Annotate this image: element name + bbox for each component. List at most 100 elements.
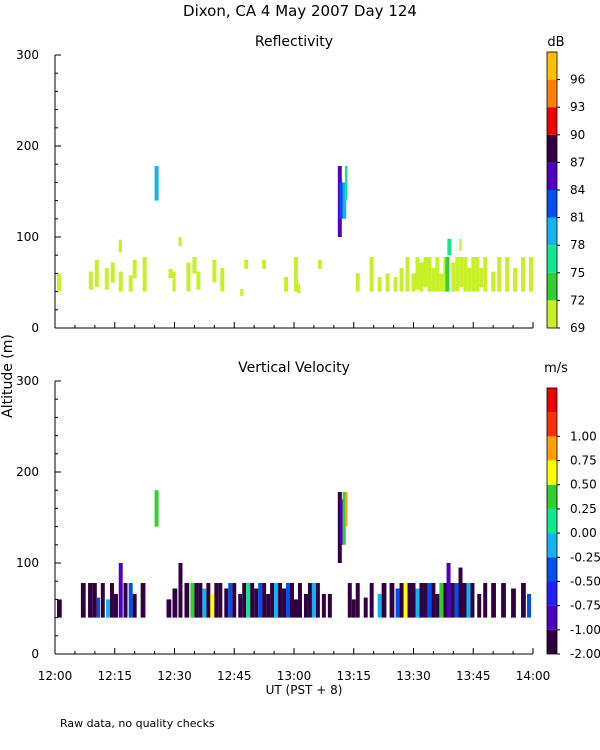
panel2-title: Vertical Velocity — [238, 360, 350, 376]
panel2-data-cell — [172, 588, 178, 618]
panel1-data-cell — [459, 238, 462, 251]
panel1-y-tick-label: 0 — [31, 321, 39, 335]
panel2-data-cell — [190, 583, 195, 618]
panel2-colorbar-segment — [547, 605, 557, 630]
panel1-colorbar-label: 75 — [570, 266, 585, 280]
panel1-data-cell — [128, 275, 133, 292]
panel2-data-cell — [435, 593, 440, 618]
panel2-colorbar-label: 0.00 — [570, 526, 597, 540]
panel2-data-cell — [238, 593, 243, 618]
panel1-colorbar-segment — [547, 79, 557, 108]
panel1-data-cell — [355, 273, 360, 292]
panel2-data-cell — [140, 583, 146, 618]
panel2-data-cell — [446, 563, 451, 618]
panel2-x-tick-label: 12:15 — [97, 669, 132, 683]
panel2-colorbar-segment — [547, 460, 557, 485]
panel1-data-cell — [463, 257, 468, 292]
panel2-colorbar-segment — [547, 388, 557, 413]
panel2-data-cell — [270, 583, 275, 618]
panel1-data-cell — [459, 257, 464, 288]
panel1-data-cell — [212, 259, 217, 283]
panel2-colorbar-label: 0.50 — [570, 478, 597, 492]
panel2-data-cell — [218, 583, 223, 618]
panel2-data-cell — [443, 583, 448, 618]
panel2-data-cell — [254, 588, 259, 618]
panel1-data-cell — [467, 267, 472, 292]
panel1-data-cell — [118, 239, 122, 253]
panel2-data-cell — [458, 567, 463, 618]
panel1-data-cell — [513, 267, 518, 292]
panel1-data-cell — [447, 238, 452, 256]
panel2-data-cell — [389, 583, 395, 618]
panel1-data-cell — [471, 257, 476, 292]
panel1-colorbar-segment — [547, 190, 557, 218]
panel2-data-cell — [377, 593, 382, 618]
panel2-colorbar-segment — [547, 484, 557, 509]
panel2-x-tick-label: 13:00 — [277, 669, 312, 683]
panel1-data-cell — [497, 257, 502, 292]
panel2-x-tick-label: 13:30 — [396, 669, 431, 683]
panel1-colorbar-segment — [547, 52, 557, 80]
panel2-colorbar-label: -0.75 — [570, 599, 600, 613]
panel2-data-cell — [210, 593, 215, 618]
panel1-data-cell — [451, 262, 456, 292]
panel1-data-cell — [294, 257, 298, 292]
panel1-data-cell — [192, 257, 197, 274]
panel1-data-cell — [529, 257, 533, 292]
panel2-y-tick-label: 300 — [16, 374, 39, 388]
panel2-colorbar-segment — [547, 629, 557, 654]
panel2-data-cell — [477, 593, 482, 618]
panel1-data-cell — [339, 182, 343, 219]
panel2-data-cell — [369, 583, 374, 618]
panel1-colorbar-segment — [547, 162, 557, 190]
panel2-data-cell — [214, 583, 219, 618]
panel2-data-cell — [274, 583, 279, 618]
panel2-data-cell — [307, 583, 312, 618]
panel2-data-cell — [483, 583, 488, 618]
panel2-x-tick-label: 13:45 — [456, 669, 491, 683]
panel1-colorbar-label: 84 — [570, 183, 585, 197]
panel2-data-cell — [224, 588, 229, 618]
panel1-data-cell — [491, 271, 496, 292]
panel1-data-cell — [196, 271, 201, 290]
panel2-data-cell — [123, 583, 128, 618]
panel2-colorbar-label: 1.00 — [570, 429, 597, 443]
panel2-data-cell — [403, 583, 408, 618]
panel2-colorbar-segment — [547, 508, 557, 534]
panel1-data-cell — [342, 182, 347, 219]
panel1-data-cell — [154, 166, 159, 201]
panel1-colorbar-segment — [547, 217, 557, 246]
panel2-data-cell — [250, 583, 255, 618]
panel2-data-cell — [470, 583, 475, 618]
panel2-data-cell — [92, 583, 97, 618]
panel2-data-cell — [80, 583, 86, 618]
panel1-data-cell — [186, 262, 191, 292]
panel1-data-cell — [56, 273, 61, 292]
panel2-x-tick-label: 12:00 — [38, 669, 73, 683]
panel2-colorbar-label: 0.25 — [570, 502, 597, 516]
panel1-title: Reflectivity — [255, 34, 333, 50]
panel2-data-cell — [342, 492, 346, 545]
panel1-data-cell — [445, 257, 450, 292]
panel2-data-cell — [315, 583, 320, 618]
panel1-data-cell — [220, 267, 225, 292]
panel1-data-cell — [385, 273, 390, 292]
panel2-data-cell — [491, 583, 496, 618]
panel1-y-tick-label: 200 — [16, 139, 39, 153]
panel2-data-cell — [128, 583, 133, 618]
panel1-colorbar-segment — [547, 272, 557, 301]
panel1-data-cell — [297, 284, 301, 294]
panel1-data-cell — [244, 259, 249, 269]
panel1-colorbar-label: 69 — [570, 321, 585, 335]
footer-note: Raw data, no quality checks — [60, 717, 215, 730]
panel2-data-cell — [431, 583, 436, 618]
panel1-colorbar-segment — [547, 245, 557, 273]
panel2-data-cell — [439, 583, 444, 618]
panel1-data-cell — [435, 257, 440, 292]
panel2-data-cell — [407, 583, 412, 618]
panel2-data-cell — [454, 583, 459, 618]
panel2-data-cell — [184, 583, 190, 618]
panel2-data-cell — [411, 583, 416, 618]
panel1-colorbar-label: 78 — [570, 238, 585, 252]
panel2-data-cell — [297, 583, 302, 618]
